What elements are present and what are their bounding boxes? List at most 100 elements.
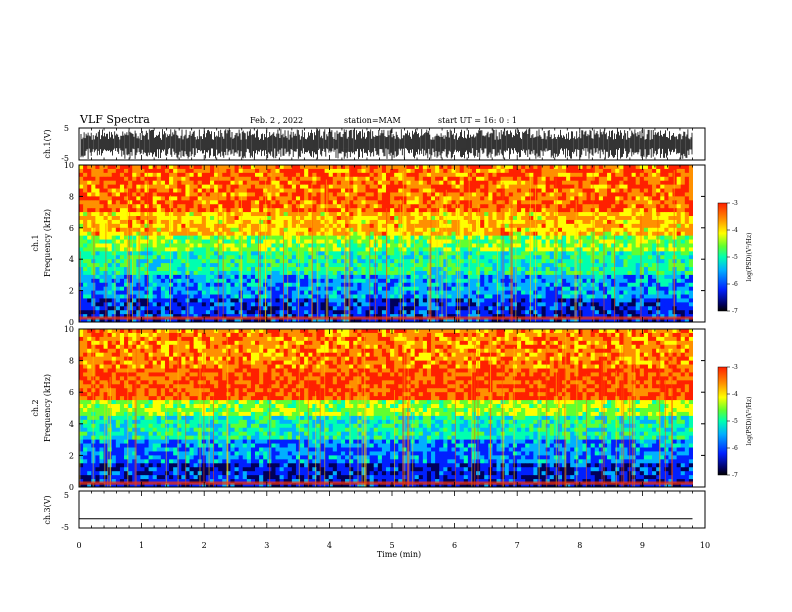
spectrogram-cell	[283, 184, 289, 189]
spectrogram-cell	[611, 200, 616, 205]
spectrogram-cell	[480, 227, 485, 233]
spectrogram-cell	[643, 196, 649, 201]
spectrogram-cell	[676, 251, 682, 256]
spectrogram-cell	[287, 192, 293, 197]
spectrogram-cell	[115, 208, 121, 213]
spectrogram-cell	[619, 172, 624, 178]
spectrogram-cell	[684, 267, 690, 272]
spectrogram-cell	[406, 216, 411, 221]
spectrogram-cell	[463, 290, 469, 295]
spectrogram-cell	[594, 212, 600, 217]
spectrogram-cell	[447, 286, 452, 292]
spectrogram-cell	[160, 212, 166, 217]
spectrogram-cell	[463, 180, 469, 186]
spectrogram-cell	[381, 223, 387, 229]
spectrogram-cell	[484, 251, 489, 256]
spectrogram-cell	[128, 239, 133, 244]
spectrogram-cell	[545, 188, 551, 193]
spectrogram-cell	[300, 165, 305, 170]
spectrogram-cell	[304, 270, 309, 276]
spectrogram-cell	[332, 278, 338, 284]
spectrogram-cell	[496, 180, 502, 186]
spectrogram-cell	[234, 204, 240, 209]
spectrogram-cell	[623, 184, 628, 189]
spectrogram-cell	[668, 278, 673, 284]
spectrogram-cell	[152, 180, 158, 186]
spectrogram-cell	[386, 267, 391, 272]
spectrogram-cell	[607, 239, 612, 244]
spectrogram-cell	[557, 263, 563, 268]
spectrogram-cell	[549, 219, 555, 225]
spectrogram-cell	[537, 282, 542, 288]
spectrogram-cell	[271, 247, 276, 252]
spectrogram-cell	[492, 251, 497, 256]
spectrogram-cell	[431, 267, 436, 272]
spectrogram-cell	[582, 204, 587, 209]
spectrogram-cell	[492, 247, 497, 252]
spectrogram-cell	[197, 223, 203, 229]
spectrogram-cell	[164, 259, 170, 264]
spectrogram-cell	[185, 196, 190, 201]
spectrogram-cell	[99, 274, 104, 280]
spectrogram-cell	[656, 286, 661, 292]
spectrogram-cell	[656, 255, 661, 260]
spectrogram-cell	[234, 200, 240, 205]
spectrogram-cell	[537, 239, 542, 244]
spectrogram-cell	[140, 184, 145, 189]
spectrogram-cell	[373, 270, 379, 276]
spectrogram-cell	[316, 188, 321, 193]
spectrogram-cell	[562, 216, 567, 221]
spectrogram-cell	[308, 165, 313, 170]
spectrogram-cell	[578, 204, 583, 209]
spectrogram-cell	[647, 196, 653, 201]
spectrogram-cell	[209, 188, 215, 193]
spectrogram-cell	[160, 251, 166, 256]
spectrogram-cell	[304, 235, 309, 240]
spectrogram-cell	[308, 192, 313, 197]
spectrogram-cell	[394, 227, 399, 233]
spectrogram-cell	[586, 204, 592, 209]
spectrogram-cell	[476, 165, 481, 170]
spectrogram-cell	[91, 216, 96, 221]
spectrogram-cell	[426, 180, 432, 186]
spectrogram-cell	[250, 231, 256, 237]
spectrogram-cell	[451, 192, 456, 197]
spectrogram-cell	[414, 263, 420, 268]
spectrogram-cell	[246, 231, 252, 237]
spectrogram-cell	[357, 165, 362, 170]
spectrogram-cell	[480, 200, 485, 205]
spectrogram-cell	[234, 227, 240, 233]
spectrogram-cell	[250, 184, 256, 189]
spectrogram-cell	[647, 216, 653, 221]
spectrogram-cell	[459, 243, 465, 248]
spectrogram-cell	[607, 231, 612, 237]
spectrogram-cell	[647, 208, 653, 213]
spectrogram-cell	[545, 219, 551, 225]
spectrogram-cell	[635, 278, 641, 284]
spectrogram-cell	[688, 259, 694, 264]
spectrogram-cell	[386, 278, 391, 284]
spectrogram-cell	[426, 184, 432, 189]
spectrogram-cell	[222, 212, 227, 217]
spectrogram-cell	[119, 216, 125, 221]
spectrogram-cell	[537, 196, 542, 201]
spectrogram-cell	[615, 263, 620, 268]
spectrogram-cell	[639, 290, 645, 295]
spectrogram-cell	[562, 231, 567, 237]
spectrogram-cell	[615, 192, 620, 197]
spectrogram-cell	[545, 180, 551, 186]
spectrogram-cell	[549, 255, 555, 260]
spectrogram-cell	[459, 247, 465, 252]
spectrogram-cell	[402, 172, 407, 178]
spectrogram-cell	[83, 239, 88, 244]
spectrogram-cell	[496, 165, 502, 170]
spectrogram-cell	[267, 196, 272, 201]
spectrogram-cell	[635, 290, 641, 295]
spectrogram-cell	[459, 204, 465, 209]
spectrogram-cell	[390, 172, 395, 178]
spectrogram-cell	[242, 259, 248, 264]
spectrogram-cell	[623, 172, 628, 178]
spectrogram-cell	[287, 227, 293, 233]
spectrogram-cell	[111, 216, 117, 221]
spectrogram-cell	[250, 176, 256, 182]
